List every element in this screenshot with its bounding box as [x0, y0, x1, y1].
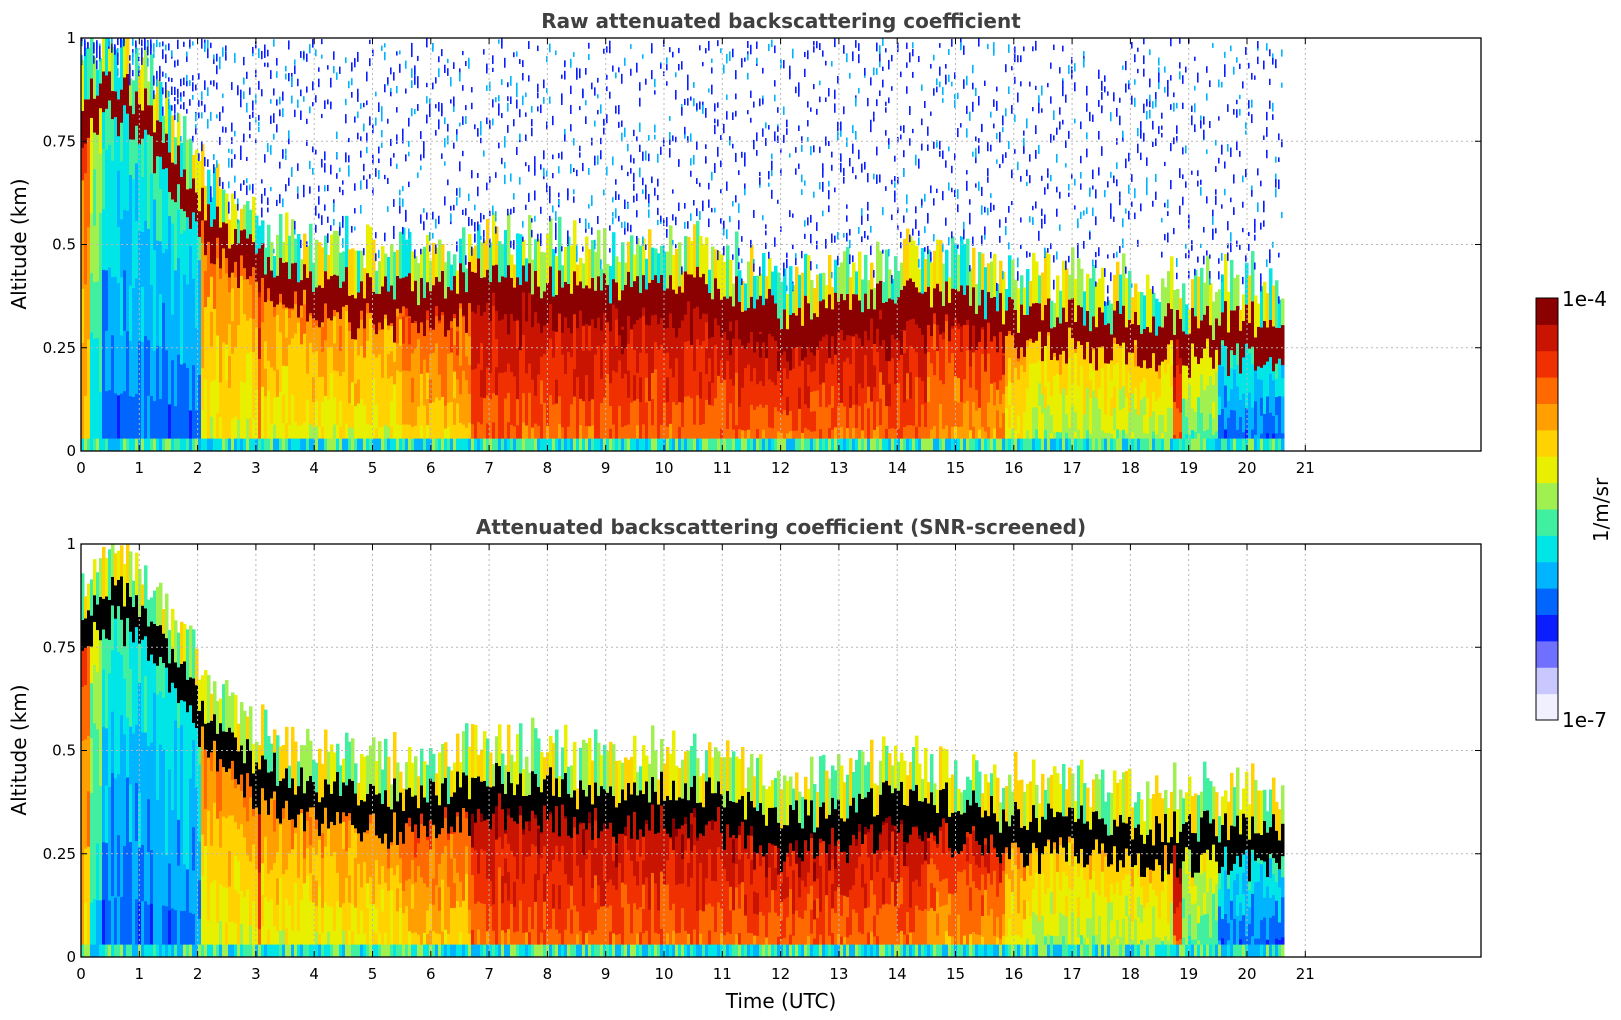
y-tick-label: 0.75 — [43, 132, 76, 150]
x-tick-label: 16 — [1004, 459, 1023, 477]
y-tick-label: 0 — [66, 442, 76, 460]
x-tick-label: 18 — [1121, 459, 1140, 477]
chart-snr-screened: Attenuated backscattering coefficient (S… — [7, 515, 1482, 1013]
x-tick-label: 3 — [251, 965, 261, 983]
heatmap-screened — [81, 544, 1285, 957]
x-tick-label: 14 — [888, 459, 907, 477]
x-tick-label: 8 — [543, 965, 553, 983]
x-tick-label: 11 — [713, 965, 732, 983]
colorbar-step — [1536, 667, 1558, 695]
x-tick-label: 2 — [193, 965, 203, 983]
x-tick-label: 8 — [543, 459, 553, 477]
x-tick-label: 10 — [654, 459, 673, 477]
colorbar: 1e-4 1e-7 1/m/sr — [1535, 287, 1613, 732]
x-tick-label: 12 — [771, 965, 790, 983]
y-tick-label: 0 — [66, 948, 76, 966]
colorbar-step — [1536, 324, 1558, 352]
y-tick-label: 1 — [66, 29, 76, 47]
colorbar-step — [1536, 693, 1558, 721]
x-tick-label: 15 — [946, 965, 965, 983]
y-axis-ticks-raw: 0 0.25 0.5 0.75 1 — [43, 29, 1481, 460]
x-tick-label: 18 — [1121, 965, 1140, 983]
colorbar-step — [1536, 482, 1558, 510]
x-tick-label: 11 — [713, 459, 732, 477]
y-tick-label: 0.25 — [43, 845, 76, 863]
colorbar-step — [1536, 403, 1558, 431]
colorbar-step — [1536, 640, 1558, 668]
x-tick-label: 19 — [1179, 965, 1198, 983]
y-tick-label: 0.75 — [43, 638, 76, 656]
x-tick-label: 1 — [135, 965, 145, 983]
x-tick-label: 17 — [1063, 965, 1082, 983]
x-tick-label: 2 — [193, 459, 203, 477]
x-tick-label: 6 — [426, 459, 436, 477]
colorbar-frame — [1535, 297, 1559, 721]
colorbar-step — [1536, 588, 1558, 615]
colorbar-step — [1536, 535, 1558, 563]
colorbar-step — [1536, 509, 1558, 536]
x-tick-label: 20 — [1237, 459, 1256, 477]
x-tick-label: 5 — [368, 965, 378, 983]
x-tick-label: 15 — [946, 459, 965, 477]
x-tick-label: 7 — [484, 965, 494, 983]
colorbar-min-label: 1e-7 — [1562, 708, 1607, 732]
x-tick-label: 7 — [484, 459, 494, 477]
colorbar-label: 1/m/sr — [1589, 477, 1613, 542]
colorbar-step — [1536, 561, 1558, 589]
x-tick-label: 4 — [309, 459, 319, 477]
y-tick-label: 0.5 — [52, 236, 76, 254]
x-tick-label: 5 — [368, 459, 378, 477]
y-axis-ticks-screened: 0 0.25 0.5 0.75 1 — [43, 535, 1481, 966]
x-tick-label: 12 — [771, 459, 790, 477]
x-tick-label: 4 — [309, 965, 319, 983]
chart-title-raw: Raw attenuated backscattering coefficien… — [541, 9, 1021, 33]
x-tick-label: 10 — [654, 965, 673, 983]
colorbar-steps — [1536, 298, 1558, 721]
x-axis-ticks-screened: 0 1 2 3 4 5 6 7 8 9 10 11 12 13 14 15 16 17 18 19 20 21 — [76, 544, 1315, 983]
x-tick-label: 21 — [1296, 965, 1315, 983]
x-tick-label: 0 — [76, 459, 86, 477]
y-tick-label: 0.5 — [52, 742, 76, 760]
grid-raw — [81, 38, 1481, 451]
colorbar-step — [1536, 456, 1558, 484]
x-tick-label: 0 — [76, 965, 86, 983]
x-tick-label: 14 — [888, 965, 907, 983]
y-axis-label-screened: Altitude (km) — [7, 684, 31, 815]
x-tick-label: 20 — [1237, 965, 1256, 983]
x-tick-label: 1 — [135, 459, 145, 477]
heatmap-raw — [81, 38, 1285, 451]
chart-raw-backscatter: Raw attenuated backscattering coefficien… — [7, 9, 1482, 477]
x-axis-ticks-raw: 0 1 2 3 4 5 6 7 8 9 10 11 12 13 14 15 16 17 18 19 20 21 — [76, 38, 1315, 477]
colorbar-step — [1536, 614, 1558, 642]
x-tick-label: 3 — [251, 459, 261, 477]
grid-screened — [81, 544, 1481, 957]
x-tick-label: 9 — [601, 965, 611, 983]
x-tick-label: 16 — [1004, 965, 1023, 983]
x-tick-label: 13 — [829, 965, 848, 983]
x-tick-label: 21 — [1296, 459, 1315, 477]
x-tick-label: 19 — [1179, 459, 1198, 477]
y-tick-label: 1 — [66, 535, 76, 553]
y-tick-label: 0.25 — [43, 339, 76, 357]
x-tick-label: 13 — [829, 459, 848, 477]
x-tick-label: 17 — [1063, 459, 1082, 477]
colorbar-max-label: 1e-4 — [1562, 287, 1607, 311]
colorbar-step — [1536, 377, 1558, 404]
chart-title-screened: Attenuated backscattering coefficient (S… — [476, 515, 1086, 539]
x-tick-label: 6 — [426, 965, 436, 983]
colorbar-step — [1536, 429, 1558, 457]
colorbar-step — [1536, 298, 1558, 325]
y-axis-label-raw: Altitude (km) — [7, 178, 31, 309]
colorbar-step — [1536, 350, 1558, 378]
x-tick-label: 9 — [601, 459, 611, 477]
x-axis-label: Time (UTC) — [725, 989, 837, 1013]
